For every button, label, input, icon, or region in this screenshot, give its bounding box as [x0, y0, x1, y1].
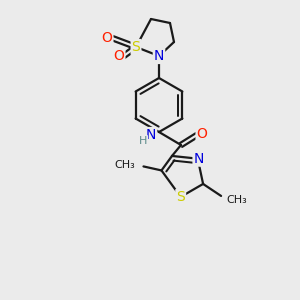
Text: S: S: [176, 190, 185, 204]
Text: N: N: [146, 128, 156, 142]
Text: S: S: [132, 40, 140, 54]
Text: CH₃: CH₃: [115, 160, 136, 170]
Text: O: O: [114, 49, 124, 63]
Text: N: N: [154, 49, 164, 63]
Text: O: O: [196, 127, 207, 141]
Text: H: H: [139, 136, 147, 146]
Text: O: O: [102, 31, 112, 45]
Text: N: N: [194, 152, 204, 166]
Text: CH₃: CH₃: [226, 195, 247, 205]
